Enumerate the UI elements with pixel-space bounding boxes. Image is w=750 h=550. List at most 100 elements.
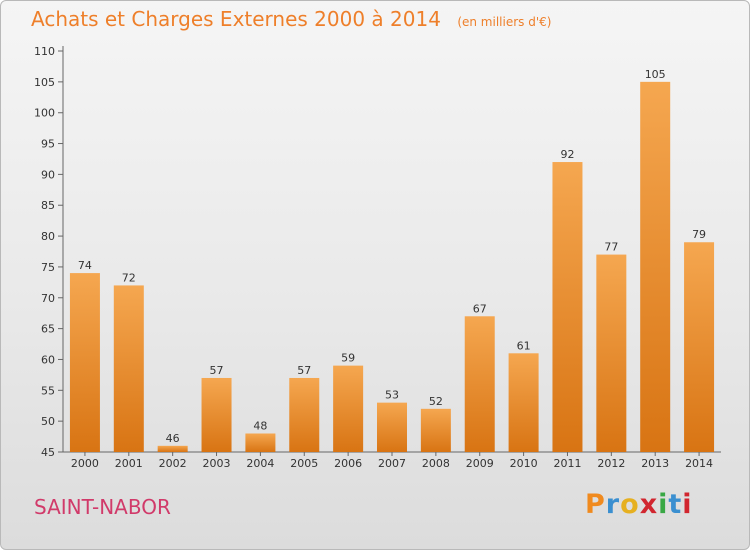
y-tick-label: 75	[41, 261, 55, 274]
x-tick-label: 2009	[466, 457, 494, 470]
x-tick-label: 2011	[553, 457, 581, 470]
bar-value-label: 77	[604, 241, 618, 254]
chart-data-labels: 74 72 46 57 48 57 59 53 52 67 61 92 77 105 79	[78, 68, 706, 445]
y-tick-label: 50	[41, 415, 55, 428]
x-tick-label: 2003	[203, 457, 231, 470]
x-tick: 2006	[334, 452, 362, 470]
y-tick-label: 65	[41, 323, 55, 336]
logo-letter: i	[682, 489, 693, 520]
bar-value-label: 48	[253, 419, 267, 432]
y-tick-label: 95	[41, 138, 55, 151]
x-tick-label: 2000	[71, 457, 99, 470]
x-tick: 2000	[71, 452, 99, 470]
bar	[377, 402, 407, 452]
y-tick: 60	[41, 353, 63, 366]
bar-value-label: 46	[166, 432, 180, 445]
bar	[596, 254, 627, 452]
x-tick: 2013	[641, 452, 669, 470]
bar	[157, 445, 188, 452]
bar-value-label: 57	[210, 364, 224, 377]
bar	[69, 273, 100, 452]
x-tick-label: 2004	[246, 457, 274, 470]
y-tick: 95	[41, 138, 63, 151]
x-tick: 2007	[378, 452, 406, 470]
commune-name: SAINT-NABOR	[34, 495, 171, 519]
x-tick-label: 2005	[290, 457, 318, 470]
bar-value-label: 92	[560, 148, 574, 161]
x-tick-label: 2008	[422, 457, 450, 470]
x-tick-label: 2014	[685, 457, 713, 470]
y-tick-label: 60	[41, 353, 55, 366]
bar	[201, 377, 232, 452]
bar	[552, 162, 583, 453]
x-tick: 2002	[159, 452, 187, 470]
logo-letter: x	[639, 489, 659, 520]
bar	[640, 81, 671, 452]
x-tick-label: 2007	[378, 457, 406, 470]
x-tick: 2008	[422, 452, 450, 470]
y-tick: 80	[41, 230, 63, 243]
logo-letter: t	[668, 489, 683, 520]
y-tick: 70	[41, 292, 63, 305]
bar-value-label: 57	[297, 364, 311, 377]
bar-value-label: 53	[385, 389, 399, 402]
bar-value-label: 61	[517, 339, 531, 352]
x-tick: 2004	[246, 452, 274, 470]
y-tick: 65	[41, 323, 63, 336]
bar	[113, 285, 144, 452]
x-tick-label: 2006	[334, 457, 362, 470]
y-tick: 55	[41, 384, 63, 397]
bar	[508, 353, 539, 452]
y-tick-label: 45	[41, 446, 55, 459]
bar-value-label: 67	[473, 302, 487, 315]
y-tick-label: 105	[34, 76, 55, 89]
y-tick: 90	[41, 168, 63, 181]
x-tick: 2009	[466, 452, 494, 470]
x-tick-label: 2001	[115, 457, 143, 470]
y-tick: 105	[34, 76, 63, 89]
bar-value-label: 52	[429, 395, 443, 408]
logo-letter: i	[658, 489, 669, 520]
bar	[245, 433, 276, 452]
chart-subtitle: (en milliers d'€)	[457, 15, 552, 29]
bar	[684, 242, 715, 452]
y-tick: 50	[41, 415, 63, 428]
bar	[420, 408, 451, 452]
bar-value-label: 105	[645, 68, 666, 81]
proxiti-logo: Proxiti	[585, 489, 693, 520]
y-tick-label: 110	[34, 45, 55, 58]
y-tick-label: 70	[41, 292, 55, 305]
x-tick-label: 2012	[597, 457, 625, 470]
chart-title-text: Achats et Charges Externes 2000 à 2014	[31, 7, 441, 31]
y-tick-label: 100	[34, 107, 55, 120]
chart-y-ticks: 45 50 55 60 65 70 75 80 85 90 95 100 105 110	[34, 45, 63, 459]
x-tick-label: 2010	[510, 457, 538, 470]
chart-x-ticks: 2000 2001 2002 2003 2004 2005 2006 2007 2008 2009…	[71, 452, 713, 470]
x-tick: 2012	[597, 452, 625, 470]
x-tick: 2014	[685, 452, 713, 470]
x-tick: 2001	[115, 452, 143, 470]
x-tick: 2003	[203, 452, 231, 470]
y-tick: 85	[41, 199, 63, 212]
bar	[333, 365, 364, 452]
bar-value-label: 79	[692, 228, 706, 241]
y-tick-label: 55	[41, 384, 55, 397]
bar-value-label: 59	[341, 352, 355, 365]
x-tick-label: 2002	[159, 457, 187, 470]
y-tick-label: 90	[41, 168, 55, 181]
bar	[464, 316, 495, 452]
x-tick: 2011	[553, 452, 581, 470]
bar-value-label: 72	[122, 271, 136, 284]
y-tick-label: 85	[41, 199, 55, 212]
chart-bars	[69, 81, 715, 453]
y-tick-label: 80	[41, 230, 55, 243]
y-tick: 45	[41, 446, 63, 459]
bar-value-label: 74	[78, 259, 92, 272]
x-tick: 2005	[290, 452, 318, 470]
logo-letter: P	[585, 489, 606, 520]
bar	[289, 377, 320, 452]
x-tick: 2010	[510, 452, 538, 470]
y-tick: 75	[41, 261, 63, 274]
chart-title: Achats et Charges Externes 2000 à 2014 (…	[31, 7, 551, 31]
